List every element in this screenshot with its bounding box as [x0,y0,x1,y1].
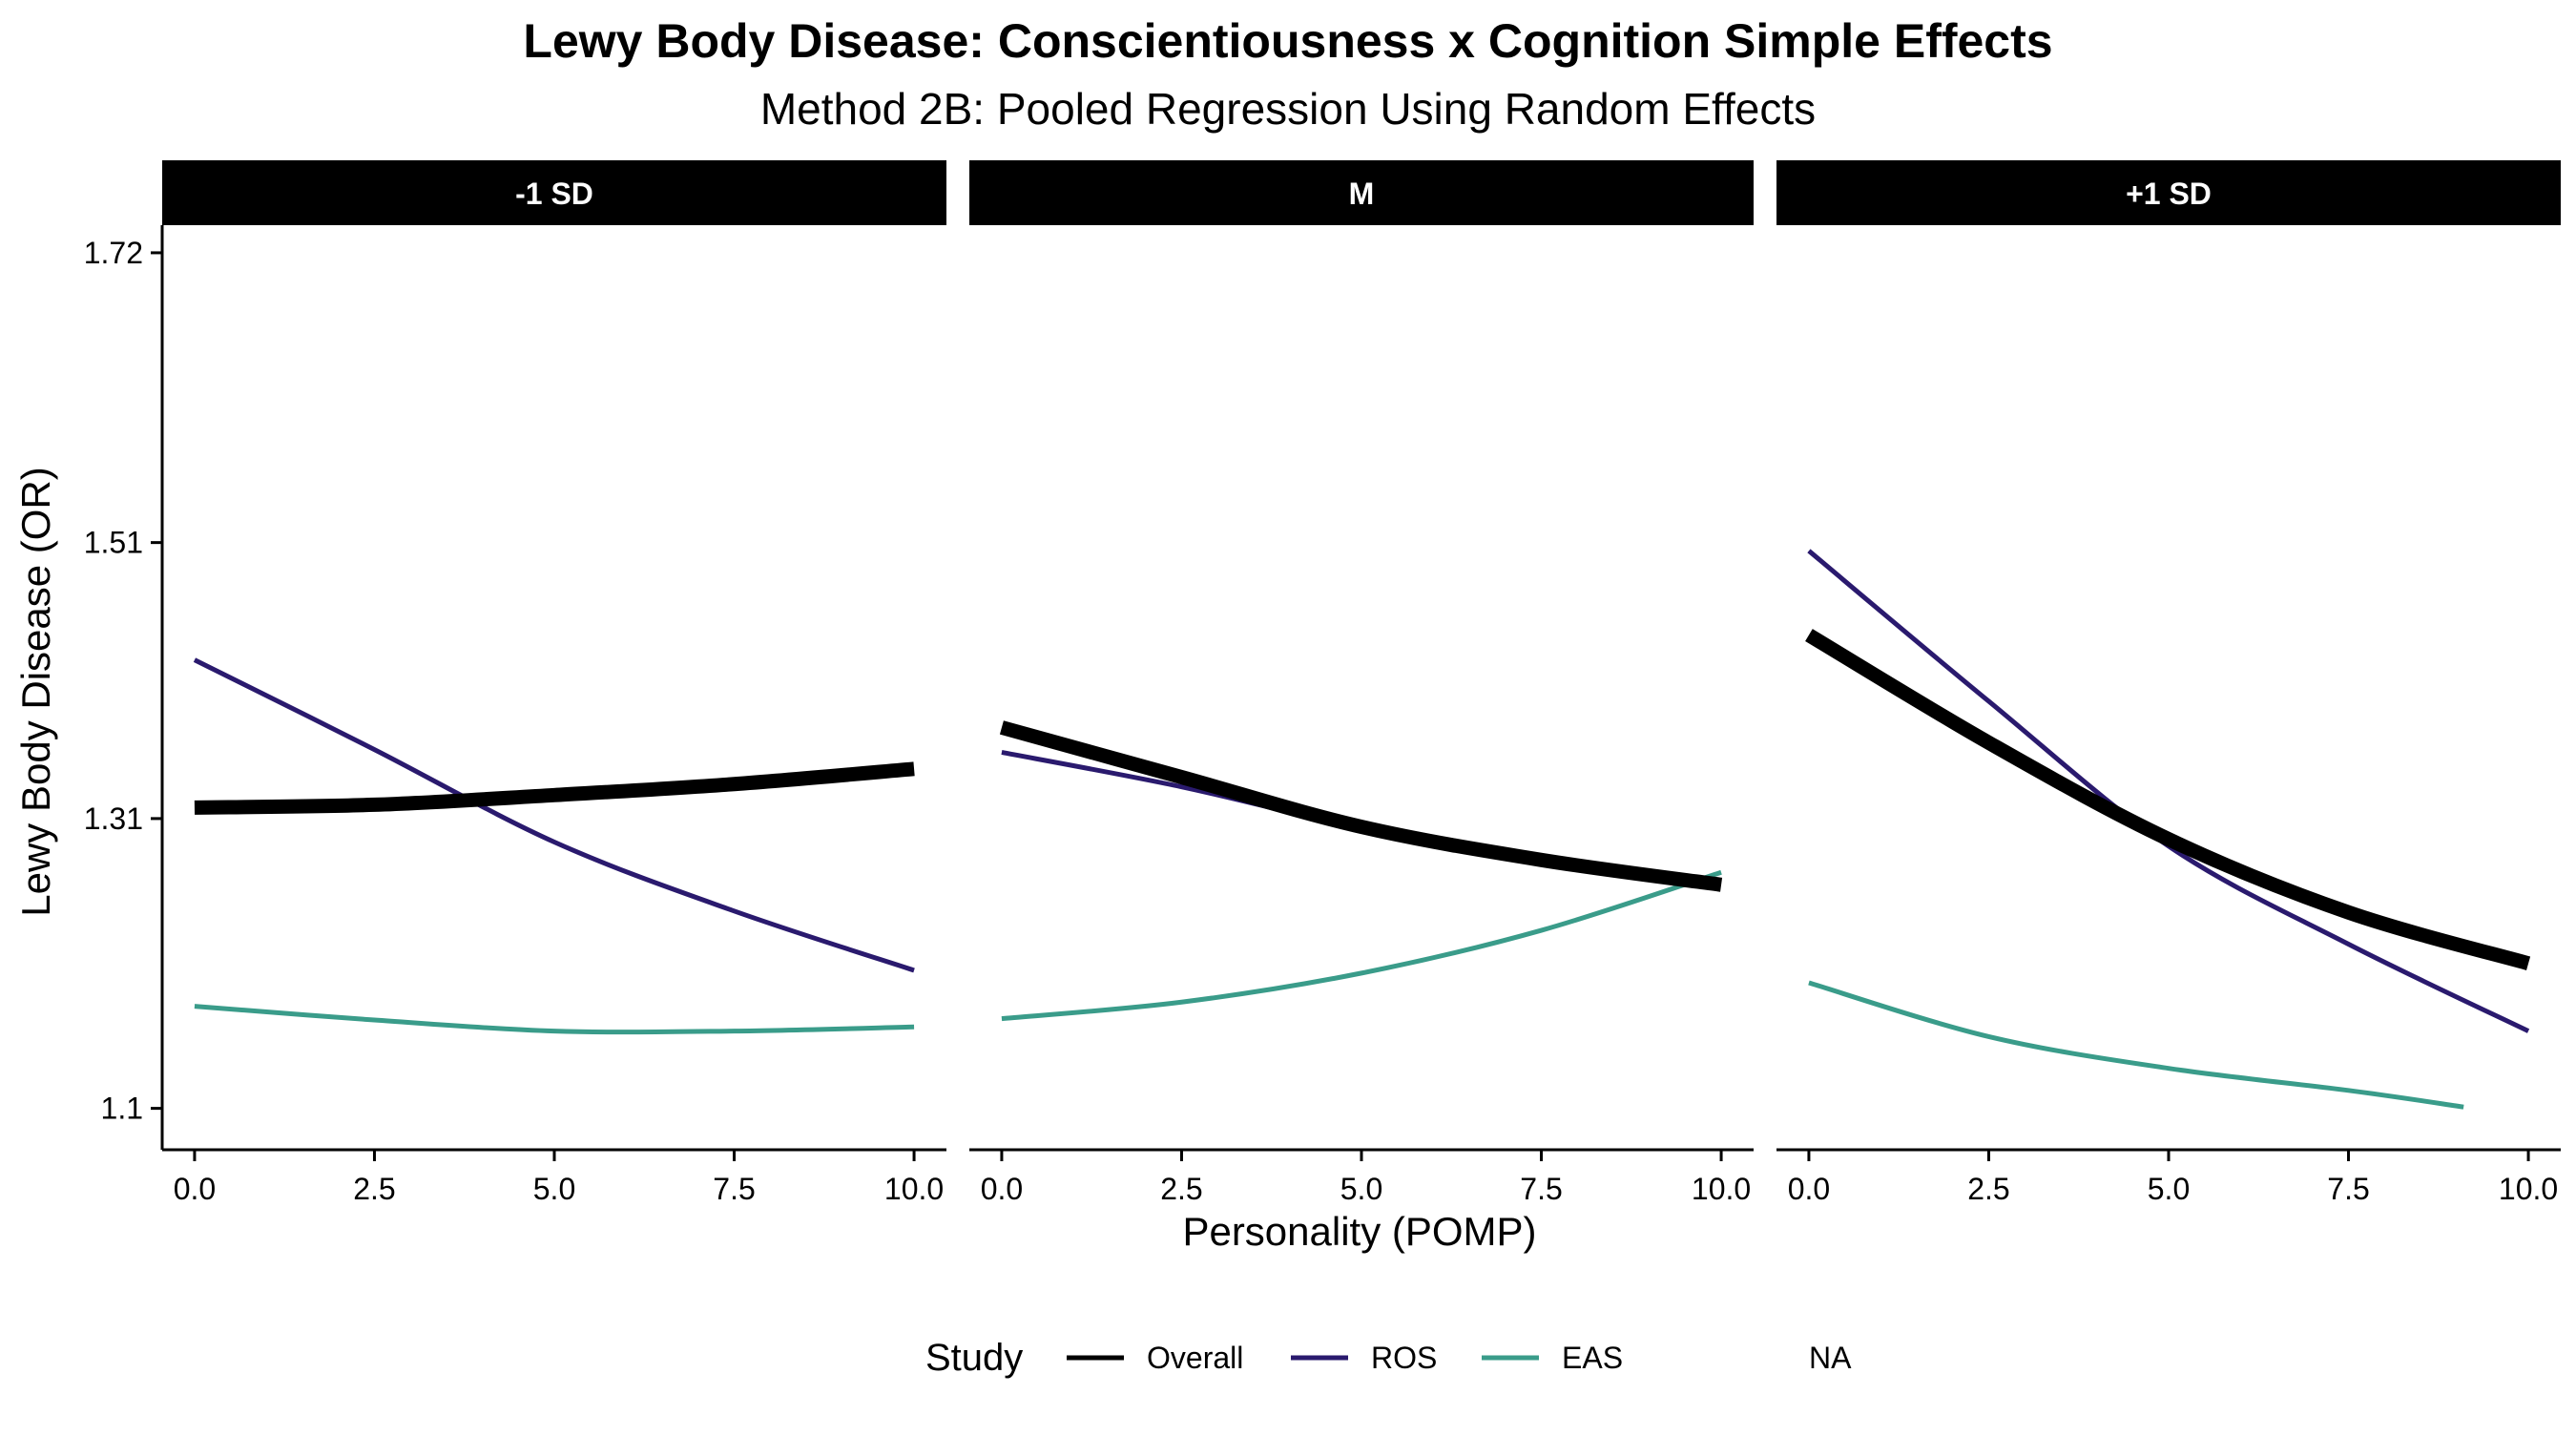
x-tick-label: 0.0 [174,1172,216,1206]
legend-label-na: NA [1809,1341,1852,1375]
x-tick-label: 2.5 [1967,1172,2009,1206]
legend: Study Overall ROS EAS NA [925,1337,1852,1379]
y-tick-label: 1.31 [84,801,143,836]
series-line-eas [1001,869,1722,1022]
x-tick-label: 7.5 [2327,1172,2369,1206]
facet-strip-label: +1 SD [2126,177,2212,211]
x-tick-label: 5.0 [2148,1172,2190,1206]
x-tick-label: 5.0 [1340,1172,1382,1206]
y-axis: 1.1 1.31 1.51 1.72 [84,225,164,1150]
series-line-overall [1805,629,2531,970]
y-axis-title: Lewy Body Disease (OR) [13,467,58,917]
facet-strip [162,160,946,225]
x-tick-label: 7.5 [1520,1172,1562,1206]
facet-strip [969,160,1754,225]
legend-title: Study [925,1337,1023,1379]
legend-label-eas: EAS [1562,1341,1623,1375]
y-tick-label: 1.51 [84,526,143,560]
series-line-overall [999,720,1723,892]
series-line-eas [194,1004,915,1035]
chart-title: Lewy Body Disease: Conscientiousness x C… [523,14,2052,68]
legend-label-ros: ROS [1371,1341,1437,1375]
chart-subtitle: Method 2B: Pooled Regression Using Rando… [760,84,1816,134]
y-tick-label: 1.72 [84,236,143,270]
x-tick-label: 0.0 [981,1172,1023,1206]
facet-panel: M 0.0 2.5 5.0 7.5 10.0 [969,160,1754,1206]
x-tick-label: 7.5 [713,1172,755,1206]
x-tick-label: 10.0 [1692,1172,1751,1206]
facet-strip-label: -1 SD [515,177,593,211]
series-line-overall [194,761,915,815]
x-tick-label: 5.0 [533,1172,575,1206]
series-line-ros [1001,750,1722,884]
facet-strip [1776,160,2561,225]
facet-panel: -1 SD 0.0 2.5 5.0 7.5 10.0 [162,160,946,1206]
x-tick-label: 10.0 [2499,1172,2558,1206]
series-line-ros [193,657,915,973]
x-tick-label: 2.5 [353,1172,395,1206]
x-tick-label: 2.5 [1160,1172,1202,1206]
x-tick-label: 10.0 [884,1172,944,1206]
facet-panel: +1 SD 0.0 2.5 5.0 7.5 10.0 [1776,160,2561,1206]
series-line-eas [1808,980,2464,1110]
facet-strip-label: M [1349,177,1375,211]
x-tick-label: 0.0 [1788,1172,1830,1206]
panels: -1 SD0.0 2.5 5.0 7.5 10.0M0.0 2.5 5.0 7.5 10.0+1… [162,160,2561,1206]
series-line-ros [1807,549,2530,1033]
y-tick-label: 1.1 [101,1092,143,1126]
legend-label-overall: Overall [1147,1341,1243,1375]
x-axis-title: Personality (POMP) [1182,1209,1536,1254]
